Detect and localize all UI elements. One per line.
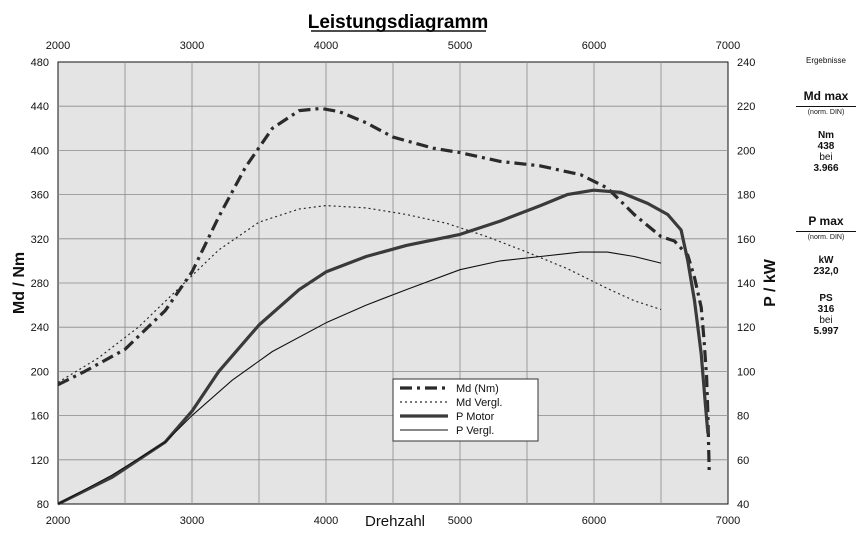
p-max-rpm: 5.997: [813, 326, 839, 337]
p-max-value-kw: 232,0: [813, 266, 839, 277]
y-left-tick-label: 320: [31, 234, 49, 246]
y-left-tick-label: 360: [31, 190, 49, 202]
y-right-tick-label: 240: [737, 57, 755, 69]
x-tick-label-bottom: 3000: [180, 515, 204, 527]
y-right-tick-label: 180: [737, 190, 755, 202]
x-tick-label-top: 4000: [314, 40, 338, 52]
legend-label-2: Md Vergl.: [456, 397, 502, 409]
legend: Md (Nm) Md Vergl. P Motor P Vergl.: [392, 378, 539, 442]
p-max-sub: (norm. DIN): [807, 234, 845, 241]
legend-label-1: Md (Nm): [456, 383, 499, 395]
md-max-bei: bei: [819, 152, 833, 163]
y-left-tick-label: 240: [31, 322, 49, 334]
p-max-unit-ps: PS: [819, 293, 833, 304]
x-tick-label-bottom: 4000: [314, 515, 338, 527]
p-max-rule: [796, 231, 856, 232]
md-max-value: 438: [817, 141, 835, 152]
y-right-tick-label: 140: [737, 278, 755, 290]
md-max-rpm: 3.966: [813, 163, 839, 174]
p-max-bei: bei: [819, 315, 833, 326]
x-tick-label-top: 2000: [46, 40, 70, 52]
tick-labels: 2000 2000 3000 3000 4000 4000 5000 5000 6000 6000…: [31, 40, 756, 527]
md-max-rule: [796, 106, 856, 107]
chart-title: Leistungsdiagramm: [308, 12, 489, 33]
x-tick-label-bottom: 7000: [716, 515, 740, 527]
y-right-tick-label: 60: [737, 455, 749, 467]
x-tick-label-top: 6000: [582, 40, 606, 52]
y-right-tick-label: 200: [737, 145, 755, 157]
md-max-unit: Nm: [817, 130, 835, 141]
p-max-value-ps: 316: [817, 304, 835, 315]
x-tick-label-top: 7000: [716, 40, 740, 52]
p-max-unit-kw: kW: [818, 255, 834, 266]
md-max-title: Md max: [803, 89, 849, 103]
x-tick-label-top: 5000: [448, 40, 472, 52]
legend-label-3: P Motor: [456, 411, 495, 423]
series-line-4: [57, 251, 662, 505]
p-max-title: P max: [808, 214, 844, 228]
series-line-3: [57, 188, 710, 506]
results-panel: Ergebnisse Md max (norm. DIN) Nm 438 bei…: [792, 56, 860, 337]
md-max-sub: (norm. DIN): [807, 109, 845, 116]
y-left-tick-label: 160: [31, 411, 49, 423]
y-left-tick-label: 200: [31, 366, 49, 378]
y-right-tick-label: 160: [737, 234, 755, 246]
y-left-tick-label: 80: [37, 499, 49, 511]
y-right-tick-label: 80: [737, 411, 749, 423]
legend-label-4: P Vergl.: [456, 425, 494, 437]
y-left-tick-label: 280: [31, 278, 49, 290]
x-tick-label-top: 3000: [180, 40, 204, 52]
x-tick-label-bottom: 2000: [46, 515, 70, 527]
results-header: Ergebnisse: [805, 56, 847, 65]
y-left-tick-label: 480: [31, 57, 49, 69]
y-right-tick-label: 100: [737, 366, 755, 378]
y-right-label: P / kW: [762, 258, 779, 307]
y-left-label: Md / Nm: [11, 252, 28, 314]
x-axis-label: Drehzahl: [365, 513, 425, 530]
x-tick-label-bottom: 6000: [582, 515, 606, 527]
x-tick-label-bottom: 5000: [448, 515, 472, 527]
y-left-tick-label: 440: [31, 101, 49, 113]
y-left-tick-label: 120: [31, 455, 49, 467]
y-right-tick-label: 220: [737, 101, 755, 113]
series-lines: [57, 106, 711, 506]
series-line-1: [57, 106, 711, 471]
y-right-tick-label: 120: [737, 322, 755, 334]
y-left-tick-label: 400: [31, 145, 49, 157]
y-right-tick-label: 40: [737, 499, 749, 511]
